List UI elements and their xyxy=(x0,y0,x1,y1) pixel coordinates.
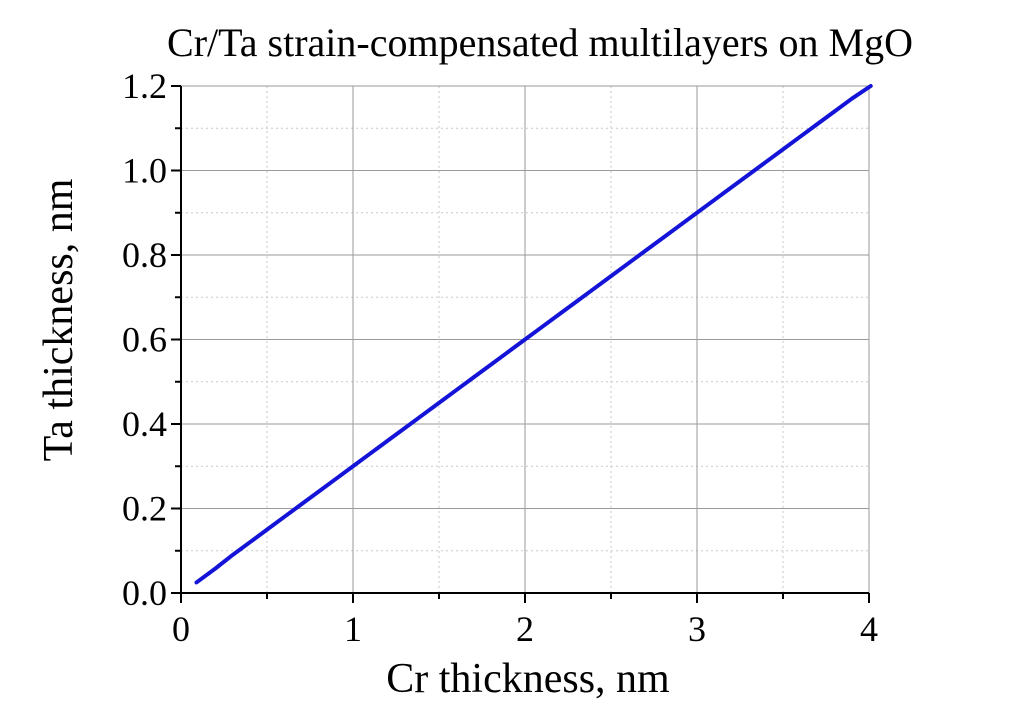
x-axis-title: Cr thickness, nm xyxy=(386,656,670,702)
axis-layer xyxy=(171,85,870,603)
label-layer: Cr/Ta strain-compensated multilayers on … xyxy=(36,20,913,702)
chart-title: Cr/Ta strain-compensated multilayers on … xyxy=(167,20,913,65)
y-tick-label: 0.8 xyxy=(122,235,167,275)
x-tick-label: 0 xyxy=(172,609,190,649)
y-tick-label: 0.6 xyxy=(122,320,167,360)
y-axis-title: Ta thickness, nm xyxy=(36,178,82,461)
x-tick-label: 3 xyxy=(688,609,706,649)
x-tick-label: 1 xyxy=(344,609,362,649)
y-tick-label: 1.0 xyxy=(122,151,167,191)
series-line xyxy=(194,84,873,585)
x-tick-label: 4 xyxy=(860,609,878,649)
y-tick-label: 0.2 xyxy=(122,489,167,529)
x-tick-label: 2 xyxy=(516,609,534,649)
y-tick-label: 1.2 xyxy=(122,66,167,106)
y-tick-label: 0.0 xyxy=(122,573,167,613)
series-layer xyxy=(194,84,873,585)
y-tick-label: 0.4 xyxy=(122,404,167,444)
